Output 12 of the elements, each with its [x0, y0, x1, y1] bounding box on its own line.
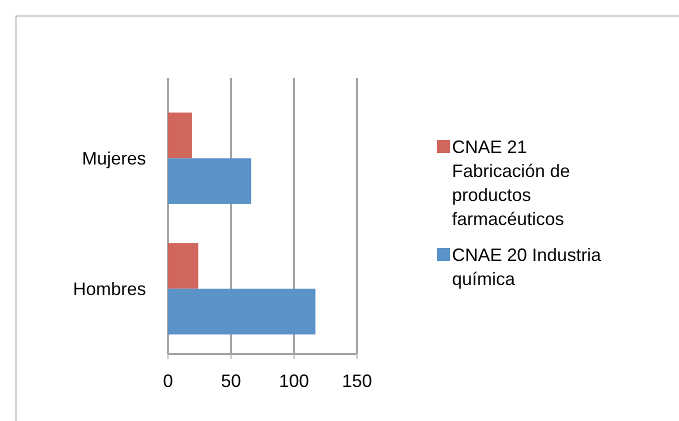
bar	[168, 112, 192, 158]
bar	[168, 243, 198, 289]
x-tick-label: 50	[220, 371, 242, 391]
x-tick-label: 150	[342, 371, 372, 391]
bar	[168, 158, 252, 204]
y-tick-label: Hombres	[72, 278, 146, 299]
y-tick-label: Mujeres	[82, 148, 146, 168]
legend-label: CNAE 20 Industria química	[452, 245, 602, 289]
bar	[168, 288, 316, 334]
legend-label: CNAE 21 Fabricación de productos farmacéuticos	[452, 137, 570, 229]
x-tick-label: 100	[278, 371, 310, 391]
x-tick-label: 0	[162, 371, 174, 391]
